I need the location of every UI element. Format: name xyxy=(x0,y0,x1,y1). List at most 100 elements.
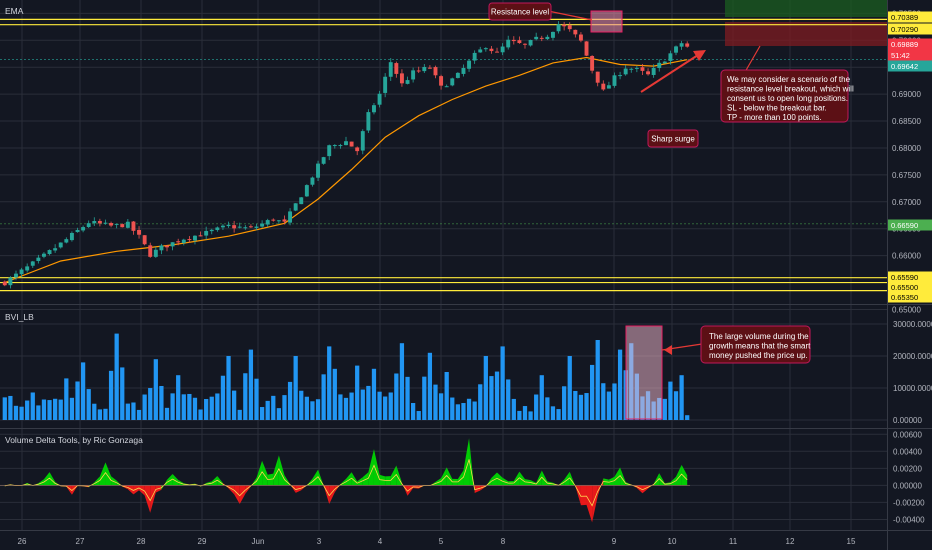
volume-bars xyxy=(2,333,690,420)
delta-segment xyxy=(172,474,179,486)
volume-bar xyxy=(355,365,360,420)
sharp-surge-annotation[interactable]: Sharp surge xyxy=(640,50,706,148)
resistance-callout[interactable]: Resistance level xyxy=(488,2,593,21)
price-tick-label: 0.68500 xyxy=(892,117,921,126)
volume-delta-area xyxy=(0,438,690,523)
candle xyxy=(64,237,69,244)
price-tag: 0.70389 xyxy=(888,11,932,23)
delta-segment xyxy=(301,485,307,491)
candle xyxy=(573,29,578,38)
delta-segment xyxy=(66,485,72,495)
time-tick-label: 3 xyxy=(317,537,322,546)
resistance-callout-text: Resistance level xyxy=(491,8,549,17)
delta-segment xyxy=(250,477,257,487)
candle xyxy=(321,156,326,165)
candle xyxy=(148,242,153,258)
volume-bar xyxy=(366,385,371,420)
candle xyxy=(58,242,63,249)
svg-text:0.69889: 0.69889 xyxy=(891,40,918,49)
candle xyxy=(534,32,539,41)
candle xyxy=(316,160,320,182)
delta-segment xyxy=(441,467,447,486)
delta-segment xyxy=(323,485,330,505)
delta-segment xyxy=(390,465,397,486)
candle xyxy=(640,63,645,76)
candle xyxy=(293,203,298,212)
volume-bar xyxy=(410,403,416,420)
delta-segment xyxy=(580,485,587,506)
candle xyxy=(288,208,293,226)
volume-bar xyxy=(422,376,427,420)
volume-bar xyxy=(668,381,673,420)
volume-bar xyxy=(97,409,103,420)
delta-tick-label: 0.00400 xyxy=(893,447,922,456)
take-profit-zone[interactable] xyxy=(725,0,887,17)
volume-bar xyxy=(159,385,164,420)
volume-bar xyxy=(450,397,455,420)
volume-bar xyxy=(383,396,388,420)
volume-bar xyxy=(377,391,382,420)
delta-segment xyxy=(234,485,240,505)
volume-tick-label: 30000.00000 xyxy=(893,320,932,329)
candle xyxy=(248,224,253,229)
candle xyxy=(47,249,52,256)
volume-bar xyxy=(556,409,561,420)
time-tick-label: 8 xyxy=(501,537,506,546)
delta-tick-label: -0.00400 xyxy=(893,515,925,524)
candle xyxy=(36,254,41,264)
volume-bar xyxy=(601,383,606,420)
delta-segment xyxy=(71,485,78,495)
volume-tick-label: 0.00000 xyxy=(893,416,922,425)
price-tick-label: 0.65000 xyxy=(892,305,921,314)
volume-bar xyxy=(310,401,315,420)
time-tick-label: 27 xyxy=(76,537,85,546)
delta-segment xyxy=(55,481,61,487)
delta-tick-label: 0.00200 xyxy=(893,464,922,473)
delta-pane-title[interactable]: Volume Delta Tools, by Ric Gonzaga xyxy=(5,435,143,445)
candle xyxy=(299,196,304,205)
candle xyxy=(444,84,449,88)
volume-bar xyxy=(332,368,337,420)
delta-segment xyxy=(457,470,464,486)
candle xyxy=(30,260,35,268)
volume-bar xyxy=(315,399,321,420)
candle xyxy=(662,60,667,64)
candle xyxy=(455,72,460,79)
price-pane-title[interactable]: EMA xyxy=(5,6,24,16)
delta-segment xyxy=(357,477,363,486)
candle xyxy=(103,219,108,225)
resistance-highlight-box[interactable] xyxy=(590,10,623,33)
volume-bar xyxy=(466,398,472,420)
delta-segment xyxy=(139,485,145,496)
volume-bar xyxy=(578,394,584,420)
volume-bar xyxy=(86,389,91,420)
delta-segment xyxy=(306,478,313,486)
candle xyxy=(282,215,287,225)
volume-bar xyxy=(75,381,80,420)
volume-pane-title[interactable]: BVI_LB xyxy=(5,312,34,322)
delta-tick-label: 0.00600 xyxy=(893,430,922,439)
candle xyxy=(578,32,583,43)
candle xyxy=(500,43,505,56)
delta-segment xyxy=(329,485,335,505)
stop-loss-zone[interactable] xyxy=(725,22,887,46)
candle xyxy=(394,61,399,78)
volume-bar xyxy=(232,390,237,420)
price-tag: 0.69642 xyxy=(888,60,932,72)
delta-segment xyxy=(133,485,140,495)
volume-bar xyxy=(237,409,242,420)
volume-highlight-box[interactable] xyxy=(625,325,663,420)
candle xyxy=(159,243,164,255)
scenario-note[interactable]: We may consider a scenario of theresista… xyxy=(720,45,854,123)
volume-bar xyxy=(472,401,477,420)
candle xyxy=(595,71,600,87)
volume-bar xyxy=(13,405,19,420)
delta-segment xyxy=(127,485,134,495)
volume-bar xyxy=(220,375,226,420)
volume-bar xyxy=(567,356,572,420)
candle xyxy=(276,219,281,225)
volume-bar xyxy=(282,395,287,420)
